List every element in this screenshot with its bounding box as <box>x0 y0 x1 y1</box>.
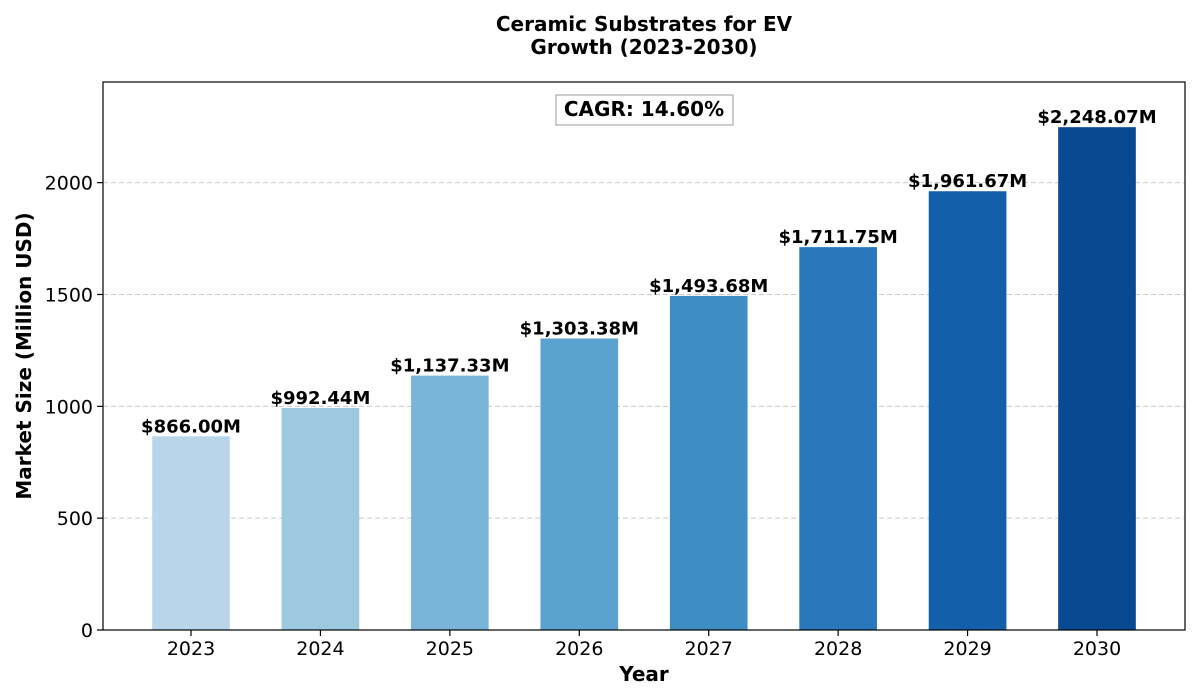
cagr-annotation-box <box>555 94 734 126</box>
bar-2028 <box>799 247 877 630</box>
cagr-annotation: CAGR: 14.60% <box>555 94 734 126</box>
bar-2030 <box>1058 127 1136 630</box>
data-label-2026: $1,303.38M <box>520 318 639 339</box>
bar-2023 <box>152 436 230 630</box>
x-axis-ticks: 2023 2024 2025 2026 2027 2028 2029 2030 <box>167 630 1121 660</box>
bar-2029 <box>928 191 1007 630</box>
plot-area-frame <box>102 81 1186 631</box>
bar-2027 <box>669 295 748 630</box>
y-tick-label: 0 <box>81 620 93 642</box>
data-label-2023: $866.00M <box>141 416 241 437</box>
y-tick-label: 2000 <box>45 173 93 195</box>
x-tick-label-2028: 2028 <box>814 638 862 660</box>
bar-2026 <box>540 338 619 630</box>
data-label-2025: $1,137.33M <box>390 356 509 377</box>
cagr-annotation-text: CAGR: 14.60% <box>564 97 724 121</box>
x-tick-label-2027: 2027 <box>685 638 733 660</box>
bars <box>152 127 1136 630</box>
y-tick-label: 1500 <box>45 284 93 306</box>
y-tick-label: 1000 <box>45 396 93 418</box>
data-label-2030: $2,248.07M <box>1037 107 1156 128</box>
bar-2025 <box>411 375 489 630</box>
x-tick-label-2026: 2026 <box>555 638 603 660</box>
y-tick-label: 500 <box>57 508 93 530</box>
y-axis-label: Market Size (Million USD) <box>12 212 36 499</box>
x-tick-label-2024: 2024 <box>296 638 344 660</box>
x-tick-label-2023: 2023 <box>167 638 215 660</box>
x-axis-label: Year <box>618 662 669 686</box>
data-label-2029: $1,961.67M <box>908 171 1027 192</box>
grid-lines <box>103 182 1185 519</box>
chart-title-line-2: Growth (2023-2030) <box>530 35 757 59</box>
x-tick-label-2029: 2029 <box>943 638 991 660</box>
data-label-2024: $992.44M <box>270 388 370 409</box>
data-labels: $866.00M $992.44M $1,137.33M $1,303.38M $1,4… <box>141 107 1157 437</box>
bar-2024 <box>281 408 360 630</box>
y-axis-ticks: 0 500 1000 1500 2000 <box>45 173 103 642</box>
x-tick-label-2025: 2025 <box>426 638 474 660</box>
data-label-2027: $1,493.68M <box>649 276 768 297</box>
x-tick-label-2030: 2030 <box>1073 638 1121 660</box>
data-label-2028: $1,711.75M <box>779 227 898 248</box>
chart-title-line-1: Ceramic Substrates for EV <box>496 12 793 36</box>
